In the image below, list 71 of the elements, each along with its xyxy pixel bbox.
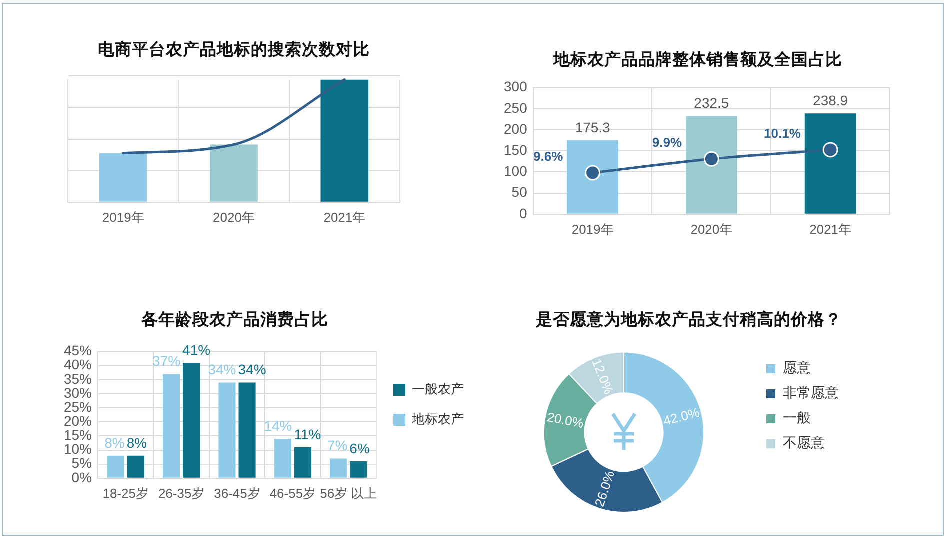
data-label: 11% (294, 426, 322, 442)
data-label: 12.0% (589, 356, 617, 397)
y-tick-label: 40% (64, 356, 92, 373)
y-tick-label: 50 (512, 184, 528, 200)
x-tick-label: 2021年 (810, 222, 852, 237)
chart-title: 地标农产品品牌整体销售额及全国占比 (552, 50, 842, 70)
data-label: 34% (208, 362, 236, 378)
legend-label: 一般 (783, 410, 811, 427)
bar (567, 140, 618, 214)
x-tick-label: 46-55岁 (270, 486, 316, 501)
chart-title: 电商平台农产品地标的搜索次数对比 (98, 40, 370, 60)
data-label: 8% (104, 434, 125, 451)
bar (127, 456, 144, 478)
bar (350, 462, 368, 478)
x-tick-label: 2020年 (690, 222, 733, 237)
y-tick-label: 45% (64, 342, 92, 359)
data-label: 232.5 (694, 95, 730, 112)
data-label: 41% (182, 342, 211, 358)
y-tick-label: 30% (64, 384, 92, 401)
x-tick-label: 2019年 (102, 210, 144, 225)
data-label: 20.0% (546, 409, 586, 432)
x-tick-label: 26-35岁 (158, 486, 205, 501)
data-label: 9.6% (533, 149, 564, 164)
y-tick-label: 0 (520, 205, 528, 222)
y-tick-label: 0% (72, 469, 92, 486)
legend-label: 非常愿意 (783, 386, 839, 402)
bar (218, 382, 236, 478)
data-label: 14% (264, 418, 292, 434)
legend-label: 地标农产 (411, 412, 464, 428)
y-tick-label: 250 (504, 100, 528, 116)
data-label: 8% (126, 434, 148, 451)
bar (238, 382, 256, 478)
y-tick-label: 20% (64, 412, 92, 429)
data-label: 37% (152, 353, 181, 370)
data-label: 42.0% (662, 404, 702, 429)
x-tick-label: 2019年 (572, 222, 614, 237)
y-tick-label: 300 (504, 78, 528, 95)
data-label: 9.9% (652, 135, 682, 150)
data-label: 175.3 (575, 119, 611, 136)
x-tick-label: 36-45岁 (214, 486, 260, 501)
bar (107, 456, 124, 478)
bar (330, 458, 348, 478)
y-tick-label: 5% (72, 455, 92, 472)
bar (804, 114, 856, 214)
y-tick-label: 35% (64, 370, 92, 387)
x-tick-label: 56岁 以上 (320, 486, 378, 501)
data-label: 26.0% (592, 468, 618, 509)
data-label: 238.9 (813, 92, 848, 108)
bar (274, 439, 292, 478)
bar (183, 363, 200, 478)
data-label: 6% (350, 440, 370, 456)
x-tick-label: 2020年 (213, 210, 255, 225)
data-label: 7% (327, 438, 348, 454)
bar (163, 374, 180, 478)
legend-label: 不愿意 (783, 436, 825, 452)
data-label: 34% (238, 362, 266, 378)
data-label: 10.1% (764, 126, 802, 142)
bar (686, 116, 738, 214)
y-tick-label: 10% (64, 441, 92, 458)
chart-title: 各年龄段农产品消费占比 (140, 310, 328, 330)
y-tick-label: 100 (504, 163, 528, 180)
bar (294, 447, 312, 478)
legend-label: 一般农产 (412, 382, 464, 398)
x-tick-label: 2021年 (324, 210, 366, 225)
x-tick-label: 18-25岁 (102, 486, 149, 501)
y-tick-label: 25% (64, 398, 92, 415)
chart-title: 是否愿意为地标农产品支付稍高的价格？ (535, 310, 842, 330)
y-tick-label: 15% (64, 427, 92, 444)
y-tick-label: 200 (504, 120, 528, 137)
y-tick-label: 150 (504, 142, 528, 158)
legend-label: 愿意 (783, 360, 811, 377)
